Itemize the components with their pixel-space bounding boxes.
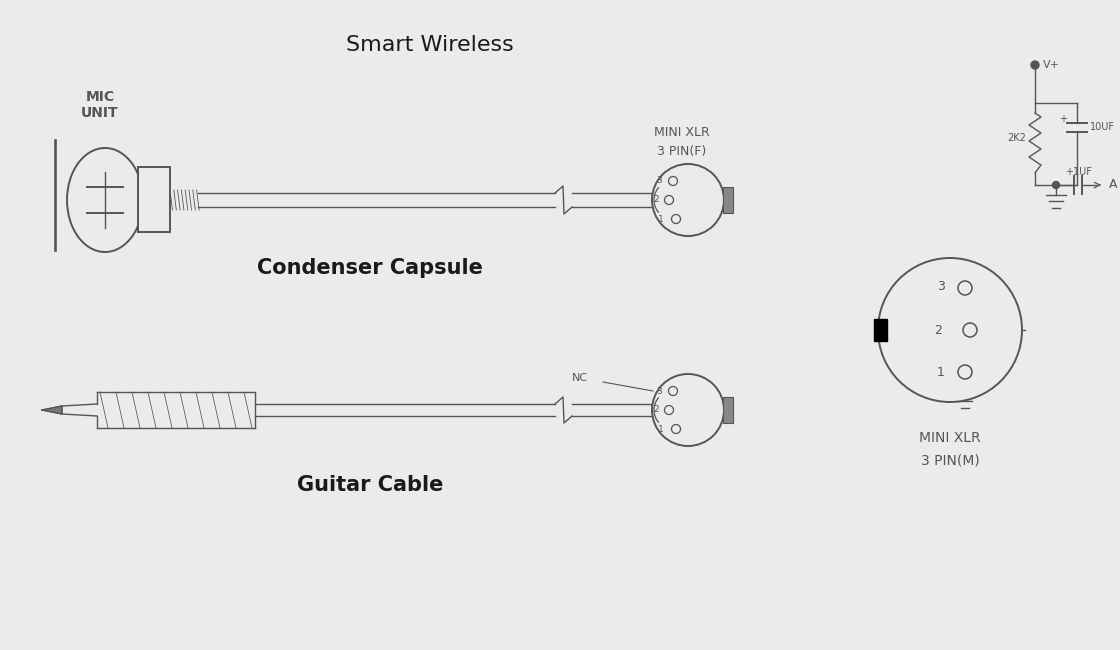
Circle shape: [1053, 181, 1060, 188]
Text: MINI XLR: MINI XLR: [920, 431, 981, 445]
Text: MINI XLR: MINI XLR: [654, 125, 710, 138]
Bar: [724, 397, 732, 423]
Text: Guitar Cable: Guitar Cable: [297, 475, 444, 495]
Bar: [874, 319, 887, 341]
Text: NC: NC: [572, 373, 588, 383]
Circle shape: [652, 374, 724, 446]
Text: 3 PIN(M): 3 PIN(M): [921, 453, 979, 467]
Text: Condenser Capsule: Condenser Capsule: [258, 258, 483, 278]
Text: 3: 3: [656, 387, 662, 395]
Text: 2: 2: [934, 324, 942, 337]
Circle shape: [652, 164, 724, 236]
Text: 2: 2: [653, 196, 659, 205]
Circle shape: [1032, 61, 1039, 69]
Text: 3 PIN(F): 3 PIN(F): [657, 146, 707, 159]
Bar: [724, 187, 732, 213]
Text: 3: 3: [937, 280, 945, 292]
Text: +1UF: +1UF: [1065, 167, 1091, 177]
Ellipse shape: [67, 148, 143, 252]
Text: V+: V+: [1043, 60, 1060, 70]
Polygon shape: [43, 406, 62, 414]
Text: +: +: [1060, 114, 1067, 124]
Circle shape: [878, 258, 1021, 402]
Bar: [138, 167, 170, 232]
Text: 1: 1: [659, 214, 664, 224]
Text: 2K2: 2K2: [1007, 133, 1026, 143]
Text: 10UF: 10UF: [1090, 122, 1116, 132]
Text: 1: 1: [659, 424, 664, 434]
Text: A: A: [1109, 179, 1118, 192]
Text: 3: 3: [656, 177, 662, 185]
Text: 2: 2: [653, 406, 659, 415]
Text: 1: 1: [937, 365, 945, 378]
Text: MIC
UNIT: MIC UNIT: [81, 90, 119, 120]
Text: Smart Wireless: Smart Wireless: [346, 35, 514, 55]
